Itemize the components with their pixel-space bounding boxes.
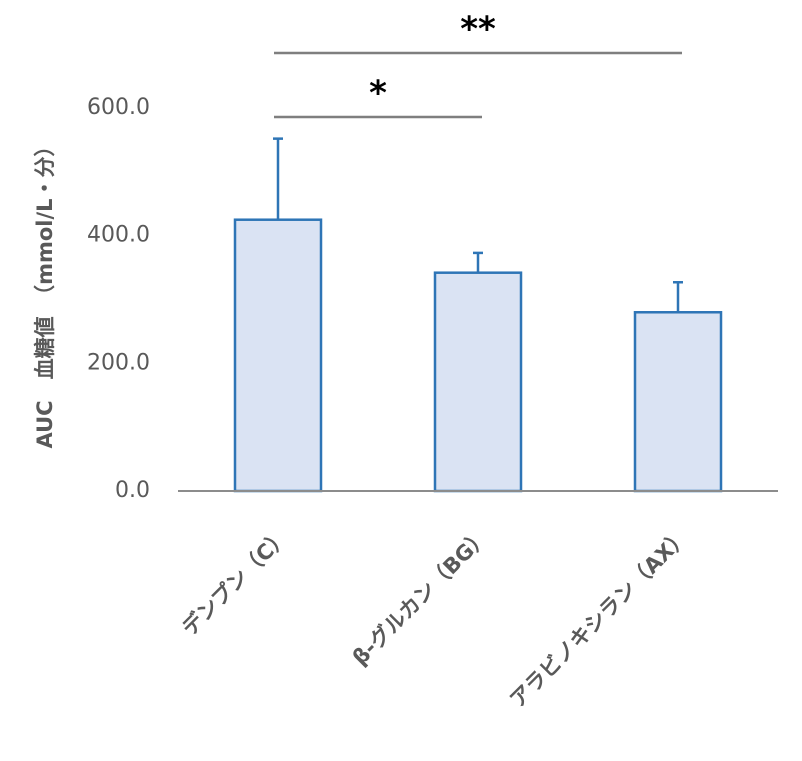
y-tick-label: 200.0 (87, 350, 150, 375)
bar (633, 311, 723, 493)
x-tick-label: アラビノキシラン（AX） (505, 524, 693, 712)
y-tick-label: 400.0 (87, 223, 150, 248)
x-tick-label: デンプン（C） (177, 524, 294, 641)
x-tick-label: β-グルカン（BG） (348, 524, 494, 670)
significance-label: * (369, 74, 387, 114)
bar (433, 271, 523, 493)
bar (233, 218, 323, 493)
significance-label: ** (460, 10, 496, 50)
y-tick-label: 0.0 (115, 478, 150, 503)
y-axis-label: AUC 血糖値 （mmol/L・分） (33, 135, 57, 448)
y-tick-label: 600.0 (87, 95, 150, 120)
